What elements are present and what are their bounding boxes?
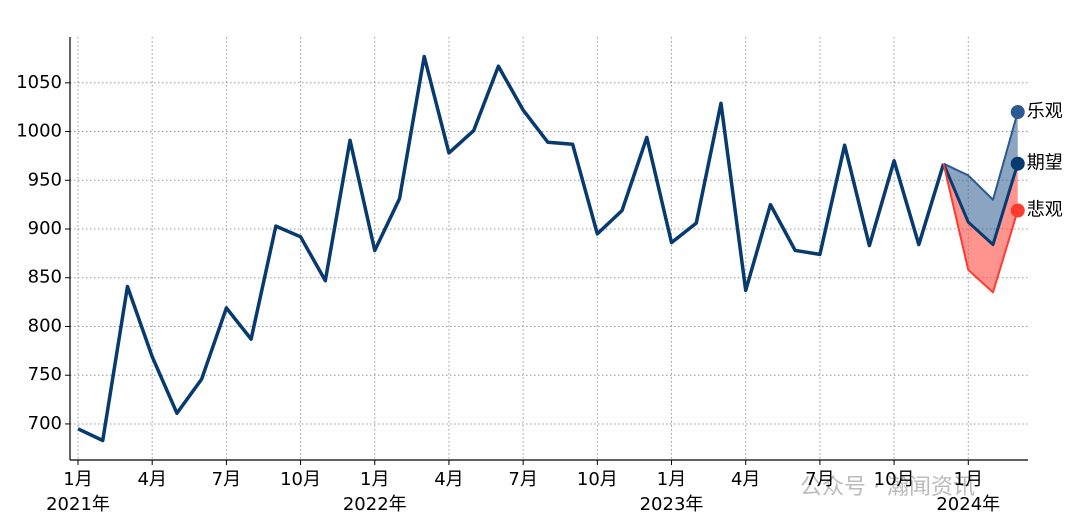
bands xyxy=(943,112,1018,293)
end-marker xyxy=(1010,203,1025,218)
y-tick-label: 750 xyxy=(28,364,62,385)
x-tick-label: 1月 xyxy=(63,469,92,490)
forecast-band xyxy=(943,163,1018,293)
x-tick-label: 7月 xyxy=(508,469,537,490)
y-tick-label: 700 xyxy=(28,413,62,434)
watermark: 公众号 · 瀚闻资讯 xyxy=(800,475,975,500)
y-tick-label: 900 xyxy=(28,218,62,239)
series-line xyxy=(943,111,1019,201)
x-tick-label: 1月 xyxy=(360,469,389,490)
x-year-label: 2021年 xyxy=(46,494,110,515)
series-label: 乐观 xyxy=(1027,101,1063,122)
grid xyxy=(70,37,1028,460)
x-tick-label: 7月 xyxy=(805,469,834,490)
series-line xyxy=(942,163,1020,247)
y-tick-label: 1050 xyxy=(16,72,62,93)
series-label: 期望 xyxy=(1027,153,1063,174)
x-tick-label: 1月 xyxy=(954,469,983,490)
x-tick-label: 4月 xyxy=(731,469,760,490)
x-tick-label: 7月 xyxy=(212,469,241,490)
x-tick-label: 10月 xyxy=(280,469,321,490)
x-tick-label: 10月 xyxy=(874,469,915,490)
x-tick-label: 1月 xyxy=(657,469,686,490)
x-year-label: 2024年 xyxy=(936,494,1000,515)
x-tick-label: 10月 xyxy=(577,469,618,490)
x-year-label: 2023年 xyxy=(640,494,704,515)
y-tick-label: 950 xyxy=(28,169,62,190)
series-line xyxy=(77,54,946,443)
lines xyxy=(77,54,1020,443)
x-tick-label: 4月 xyxy=(434,469,463,490)
y-tick-label: 800 xyxy=(28,315,62,336)
forecast-band xyxy=(943,112,1018,245)
y-tick-label: 850 xyxy=(28,267,62,288)
x-tick-label: 4月 xyxy=(137,469,166,490)
end-marker xyxy=(1010,156,1025,171)
x-year-label: 2022年 xyxy=(343,494,407,515)
series-line xyxy=(942,163,1019,294)
end-marker xyxy=(1010,105,1025,120)
y-tick-label: 1000 xyxy=(16,121,62,142)
series-label: 悲观 xyxy=(1027,199,1063,220)
